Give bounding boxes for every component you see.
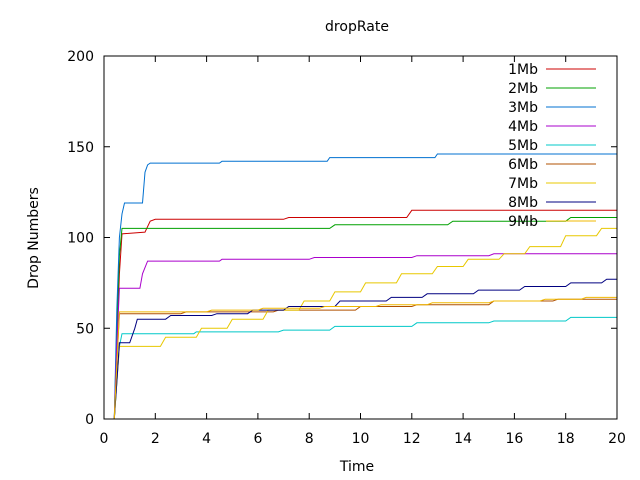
x-tick-label: 14 bbox=[454, 431, 472, 447]
y-axis-ticks: 0 50 100 150 200 bbox=[67, 49, 617, 428]
series-line-9Mb bbox=[113, 296, 617, 420]
series-line-4Mb bbox=[113, 253, 617, 420]
legend: 1Mb 2Mb 3Mb 4Mb 5Mb 6Mb 7Mb 8Mb 9Mb bbox=[508, 62, 596, 230]
series-line-6Mb bbox=[113, 298, 617, 420]
series-line-2Mb bbox=[113, 217, 617, 420]
x-tick-label: 6 bbox=[253, 431, 262, 447]
x-axis-ticks: 0 2 4 6 8 10 12 14 16 18 20 bbox=[100, 56, 626, 447]
legend-label-1Mb: 1Mb bbox=[508, 62, 538, 78]
plot-frame bbox=[103, 55, 618, 420]
y-tick-label: 200 bbox=[67, 49, 94, 65]
series-line-1Mb bbox=[113, 209, 617, 420]
legend-label-7Mb: 7Mb bbox=[508, 176, 538, 192]
y-tick-label: 0 bbox=[85, 412, 94, 428]
y-axis-label: Drop Numbers bbox=[26, 187, 42, 289]
x-tick-label: 18 bbox=[557, 431, 575, 447]
series-line-3Mb bbox=[113, 153, 617, 420]
x-tick-label: 20 bbox=[608, 431, 626, 447]
legend-label-6Mb: 6Mb bbox=[508, 157, 538, 173]
x-tick-label: 0 bbox=[100, 431, 109, 447]
legend-label-4Mb: 4Mb bbox=[508, 119, 538, 135]
x-tick-label: 10 bbox=[352, 431, 370, 447]
series-line-7Mb bbox=[113, 227, 617, 420]
legend-label-5Mb: 5Mb bbox=[508, 138, 538, 154]
chart-title: dropRate bbox=[325, 19, 389, 35]
y-tick-label: 50 bbox=[76, 321, 94, 337]
x-tick-label: 16 bbox=[505, 431, 523, 447]
legend-label-2Mb: 2Mb bbox=[508, 81, 538, 97]
x-tick-label: 2 bbox=[151, 431, 160, 447]
legend-label-3Mb: 3Mb bbox=[508, 100, 538, 116]
series-line-5Mb bbox=[113, 316, 617, 420]
x-axis-label: Time bbox=[339, 459, 374, 475]
x-tick-label: 12 bbox=[403, 431, 421, 447]
legend-label-8Mb: 8Mb bbox=[508, 195, 538, 211]
x-tick-label: 8 bbox=[305, 431, 314, 447]
legend-label-9Mb: 9Mb bbox=[508, 214, 538, 230]
y-tick-label: 150 bbox=[67, 140, 94, 156]
series-lines bbox=[113, 153, 617, 420]
y-tick-label: 100 bbox=[67, 231, 94, 247]
x-tick-label: 4 bbox=[202, 431, 211, 447]
